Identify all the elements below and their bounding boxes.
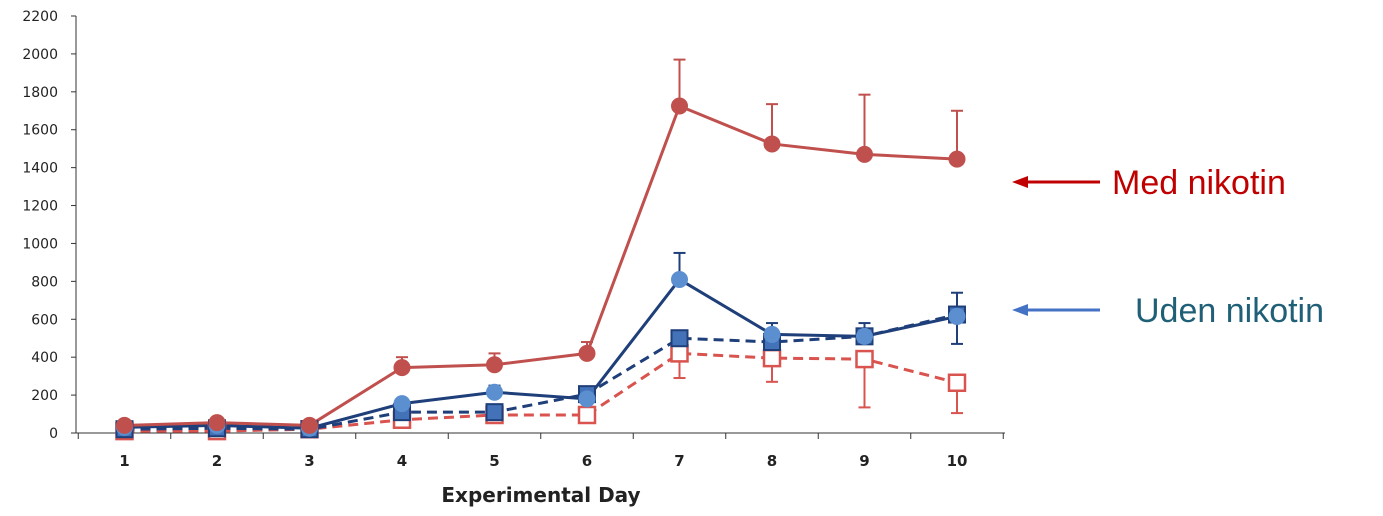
data-point-red-solid [763, 135, 781, 153]
data-point-red-solid [393, 359, 411, 377]
annotation-arrow-head [1012, 304, 1028, 316]
annotation-label: Med nikotin [1112, 164, 1286, 202]
y-tick-label: 400 [31, 350, 58, 366]
data-point-red-solid [856, 145, 873, 163]
x-tick-label: 8 [767, 452, 777, 470]
y-tick-label: 200 [31, 388, 58, 404]
data-point-red-solid [671, 97, 688, 115]
y-tick-label: 800 [31, 274, 58, 290]
data-point-blue-solid [578, 390, 596, 408]
data-point-red-dashed [947, 373, 967, 393]
y-tick-label: 0 [49, 426, 58, 442]
annotations: Med nikotin Uden nikotin [1012, 164, 1324, 330]
x-tick-label: 7 [674, 452, 684, 470]
x-tick-label: 5 [489, 452, 499, 470]
data-point-red-solid [301, 416, 318, 434]
data-point-blue-dashed [670, 329, 689, 348]
x-tick-label: 10 [947, 452, 968, 470]
annotation-arrow-head [1012, 176, 1028, 188]
series-lines [124, 104, 958, 433]
series-line-red-solid [124, 104, 958, 427]
series-line-red-dashed [124, 351, 958, 433]
x-axis-label: Experimental Day [441, 483, 640, 507]
y-tick-label: 2200 [22, 9, 58, 25]
y-tick-label: 1800 [22, 85, 58, 101]
data-point-red-solid [948, 150, 966, 168]
y-tick-label: 1400 [22, 161, 58, 177]
data-point-red-dashed [577, 405, 597, 425]
x-tick-label: 4 [397, 452, 407, 470]
data-point-red-dashed [855, 349, 874, 369]
data-point-red-dashed [670, 344, 689, 363]
data-point-blue-solid [948, 307, 966, 325]
series-markers [115, 97, 967, 441]
data-point-blue-solid [671, 270, 688, 288]
data-point-red-dashed [762, 348, 782, 368]
y-tick-label: 1600 [22, 123, 58, 139]
data-point-red-solid [116, 416, 133, 434]
series-line-blue-solid [124, 277, 958, 430]
x-tick-label: 2 [212, 452, 222, 470]
data-point-blue-solid [763, 325, 781, 343]
y-tick-label: 1000 [22, 236, 58, 252]
data-point-red-solid [578, 344, 596, 362]
x-tick-label: 1 [119, 452, 129, 470]
y-tick-label: 600 [31, 312, 58, 328]
y-tick-label: 1200 [22, 199, 58, 215]
data-point-red-solid [486, 356, 503, 374]
x-tick-label: 3 [304, 452, 314, 470]
data-point-blue-solid [856, 327, 873, 345]
data-point-blue-solid [486, 383, 503, 401]
x-tick-label: 6 [582, 452, 592, 470]
data-point-blue-solid [393, 395, 411, 413]
annotation-label: Uden nikotin [1135, 292, 1324, 330]
data-point-red-solid [208, 414, 226, 432]
axes: 0 200 400 600 800 1000 1200 1400 1600 1800 2000 220… [22, 9, 1005, 470]
x-tick-label: 9 [859, 452, 869, 470]
data-point-blue-dashed [485, 403, 504, 422]
y-tick-label: 2000 [22, 47, 58, 63]
series-line-blue-dashed [124, 313, 958, 431]
